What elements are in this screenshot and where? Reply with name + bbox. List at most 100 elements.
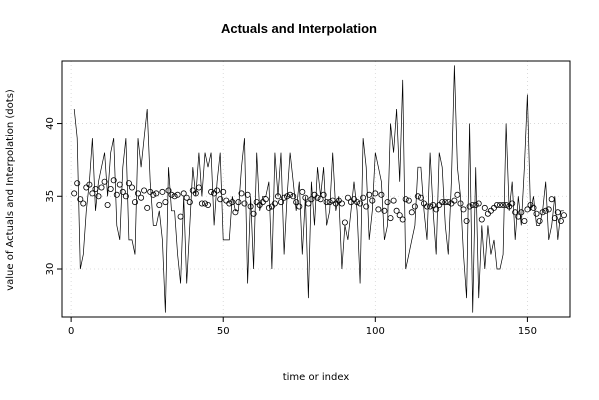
- interpolation-point: [305, 200, 312, 207]
- interpolation-point: [524, 206, 531, 213]
- interpolation-point: [402, 196, 409, 203]
- series-layer: [71, 65, 567, 313]
- interpolation-point: [147, 188, 154, 195]
- interpolation-point: [338, 200, 345, 207]
- x-tick-label: 150: [518, 326, 537, 337]
- interpolation-point: [481, 204, 488, 211]
- interpolation-point: [220, 188, 227, 195]
- interpolation-point: [80, 200, 87, 207]
- interpolation-point: [323, 199, 330, 206]
- interpolation-point: [557, 217, 564, 224]
- interpolation-point: [232, 209, 239, 216]
- interpolation-point: [268, 203, 275, 210]
- interpolation-point: [354, 199, 361, 206]
- interpolation-point: [125, 180, 132, 187]
- interpolation-point: [287, 191, 294, 198]
- interpolation-point: [503, 201, 510, 208]
- interpolation-point: [144, 204, 151, 211]
- interpolation-point: [496, 201, 503, 208]
- interpolation-point: [372, 190, 379, 197]
- interpolation-point: [381, 207, 388, 214]
- interpolation-point: [457, 200, 464, 207]
- interpolation-point: [405, 197, 412, 204]
- interpolation-point: [500, 201, 507, 208]
- interpolation-point: [417, 194, 424, 201]
- interpolation-point: [162, 199, 169, 206]
- interpolation-point: [539, 209, 546, 216]
- interpolation-point: [363, 203, 370, 210]
- interpolation-point: [548, 196, 555, 203]
- x-axis-label: time or index: [283, 372, 350, 383]
- interpolation-point: [317, 196, 324, 203]
- interpolation-point: [183, 194, 190, 201]
- interpolation-point: [399, 216, 406, 223]
- interpolation-point: [460, 206, 467, 213]
- interpolation-point: [463, 217, 470, 224]
- interpolation-point: [238, 190, 245, 197]
- interpolation-point: [551, 215, 558, 222]
- interpolation-point: [250, 210, 257, 217]
- interpolation-point: [174, 191, 181, 198]
- interpolation-point: [545, 206, 552, 213]
- interpolation-point: [95, 193, 102, 200]
- interpolation-point: [128, 184, 135, 191]
- interpolation-point: [277, 199, 284, 206]
- x-tick-label: 0: [68, 326, 74, 337]
- interpolation-point: [186, 199, 193, 206]
- interpolation-point: [302, 194, 309, 201]
- interpolation-point: [314, 194, 321, 201]
- interpolation-point: [320, 191, 327, 198]
- interpolation-point: [396, 212, 403, 219]
- interpolation-point: [378, 191, 385, 198]
- interpolation-point: [466, 203, 473, 210]
- interpolation-point: [195, 184, 202, 191]
- interpolation-point: [484, 210, 491, 217]
- y-tick-label: 35: [45, 190, 56, 203]
- interpolation-point: [423, 203, 430, 210]
- interpolation-point: [134, 190, 141, 197]
- interpolation-point: [472, 201, 479, 208]
- interpolation-point: [241, 200, 248, 207]
- actuals-line: [73, 65, 564, 313]
- interpolation-point: [296, 203, 303, 210]
- interpolation-point: [214, 187, 221, 194]
- interpolation-point: [293, 199, 300, 206]
- interpolation-point: [92, 185, 99, 192]
- interpolation-point: [290, 193, 297, 200]
- interpolation-point: [387, 215, 394, 222]
- interpolation-point: [530, 204, 537, 211]
- interpolation-point: [360, 194, 367, 201]
- interpolation-point: [347, 199, 354, 206]
- interpolation-point: [487, 207, 494, 214]
- interpolation-point: [357, 200, 364, 207]
- axes: 0 50 100 150 30 35 40: [45, 117, 537, 337]
- interpolation-point: [384, 199, 391, 206]
- interpolation-point: [512, 209, 519, 216]
- interpolation-point: [177, 213, 184, 220]
- interpolation-point: [131, 199, 138, 206]
- interpolation-point: [244, 191, 251, 198]
- interpolation-point: [71, 190, 78, 197]
- interpolation-point: [107, 185, 114, 192]
- interpolation-point: [235, 199, 242, 206]
- interpolation-point: [116, 181, 123, 188]
- interpolation-point: [189, 187, 196, 194]
- x-tick-label: 100: [366, 326, 385, 337]
- interpolation-point: [448, 200, 455, 207]
- interpolation-point: [165, 187, 172, 194]
- interpolation-point: [475, 200, 482, 207]
- interpolation-point: [420, 200, 427, 207]
- interpolation-point: [253, 199, 260, 206]
- interpolation-point: [226, 200, 233, 207]
- interpolation-point: [74, 180, 81, 187]
- plot-frame: [61, 60, 571, 318]
- y-tick-label: 40: [45, 117, 56, 130]
- interpolation-point: [326, 199, 333, 206]
- interpolation-point: [554, 209, 561, 216]
- interpolation-point: [138, 194, 145, 201]
- interpolation-point: [98, 184, 105, 191]
- interpolation-point: [518, 209, 525, 216]
- interpolation-point: [427, 203, 434, 210]
- interpolation-point: [208, 188, 215, 195]
